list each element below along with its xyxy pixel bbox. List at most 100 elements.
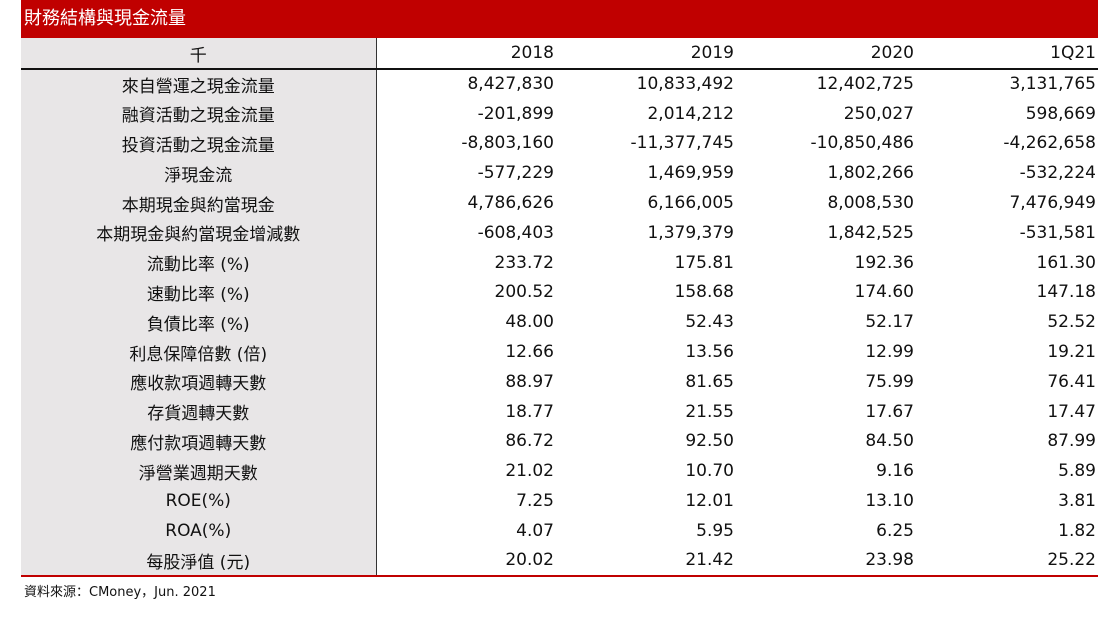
row-value: 192.36 xyxy=(854,252,914,273)
row-value: 21.55 xyxy=(685,401,734,422)
row-value: -531,581 xyxy=(1019,222,1096,243)
row-value: 5.89 xyxy=(1058,461,1096,482)
year-header-2018: 2018 xyxy=(376,38,556,70)
row-value: 21.02 xyxy=(505,461,554,482)
table-row: 本期現金與約當現金 4,786,626 6,166,005 8,008,530 7,47… xyxy=(21,188,1098,218)
table-row: 淨營業週期天數 21.02 10.70 9.16 5.89 xyxy=(21,456,1098,487)
row-value: 5.95 xyxy=(696,520,734,541)
row-value: 250,027 xyxy=(843,103,914,124)
unit-header: 千 xyxy=(21,38,377,70)
table-row: 利息保障倍數 (倍) 12.66 13.56 12.99 19.21 xyxy=(21,337,1098,367)
year-header-2020: 2020 xyxy=(736,38,916,70)
row-value: 25.22 xyxy=(916,545,1098,577)
table-row: 流動比率 (%) 233.72 175.81 192.36 161.30 xyxy=(21,247,1098,278)
row-label: 本期現金與約當現金 xyxy=(21,188,377,218)
row-value: 1,802,266 xyxy=(827,163,914,184)
row-value: -532,224 xyxy=(1019,163,1096,184)
row-value: 48.00 xyxy=(505,312,554,333)
row-value: 12.99 xyxy=(865,342,914,363)
row-value: 20.02 xyxy=(376,545,556,577)
row-label: 淨現金流 xyxy=(21,158,377,189)
row-value: 161.30 xyxy=(1036,252,1096,273)
row-value: -608,403 xyxy=(477,222,554,243)
table-row: 融資活動之現金流量 -201,899 2,014,212 250,027 598,669 xyxy=(21,98,1098,129)
row-label: 存貨週轉天數 xyxy=(21,396,377,427)
row-label: 應付款項週轉天數 xyxy=(21,426,377,457)
table-row: 負債比率 (%) 48.00 52.43 52.17 52.52 xyxy=(21,307,1098,338)
row-value: -577,229 xyxy=(477,163,554,184)
row-label: 本期現金與約當現金增減數 xyxy=(21,217,377,248)
source-note: 資料來源：CMoney，Jun. 2021 xyxy=(24,584,216,600)
row-value: 200.52 xyxy=(494,282,554,303)
row-value: 19.21 xyxy=(1047,342,1096,363)
table-row: 存貨週轉天數 18.77 21.55 17.67 17.47 xyxy=(21,396,1098,427)
row-value: 12.01 xyxy=(685,491,734,512)
row-value: 10.70 xyxy=(685,461,734,482)
row-value: 75.99 xyxy=(865,371,914,392)
table-title: 財務結構與現金流量 xyxy=(21,0,1098,38)
row-value: 76.41 xyxy=(1047,371,1096,392)
row-label: 淨營業週期天數 xyxy=(21,456,377,487)
financial-table: 千 2018 2019 2020 1Q21 來自營運之現金流量 8,427,830… xyxy=(21,38,1098,577)
row-label: 投資活動之現金流量 xyxy=(21,128,377,159)
table-row: 應收款項週轉天數 88.97 81.65 75.99 76.41 xyxy=(21,366,1098,397)
row-label: 負債比率 (%) xyxy=(21,307,377,338)
table-row: 投資活動之現金流量 -8,803,160 -11,377,745 -10,850,48… xyxy=(21,128,1098,159)
row-value: 13.10 xyxy=(865,491,914,512)
table-row: ROA(%) 4.07 5.95 6.25 1.82 xyxy=(21,515,1098,546)
row-value: 86.72 xyxy=(505,431,554,452)
row-label: 流動比率 (%) xyxy=(21,247,377,278)
row-value: 21.42 xyxy=(556,545,736,577)
row-value: 6,166,005 xyxy=(647,193,734,214)
row-value: 52.17 xyxy=(865,312,914,333)
row-value: 84.50 xyxy=(865,431,914,452)
row-value: 147.18 xyxy=(1036,282,1096,303)
row-value: 1.82 xyxy=(1058,520,1096,541)
row-value: 1,469,959 xyxy=(647,163,734,184)
row-label: 來自營運之現金流量 xyxy=(21,69,377,99)
row-value: -4,262,658 xyxy=(1003,133,1096,154)
row-value: 8,427,830 xyxy=(467,74,554,95)
row-value: 81.65 xyxy=(685,371,734,392)
row-value: 10,833,492 xyxy=(636,74,734,95)
row-value: 52.52 xyxy=(1047,312,1096,333)
row-value: 7,476,949 xyxy=(1009,193,1096,214)
row-value: 8,008,530 xyxy=(827,193,914,214)
row-value: 3,131,765 xyxy=(1009,74,1096,95)
row-label: 融資活動之現金流量 xyxy=(21,98,377,129)
row-value: 17.67 xyxy=(865,401,914,422)
table-row: 速動比率 (%) 200.52 158.68 174.60 147.18 xyxy=(21,277,1098,308)
table-row: 每股淨值 (元) 20.02 21.42 23.98 25.22 xyxy=(21,545,1098,577)
row-value: 6.25 xyxy=(876,520,914,541)
row-value: 17.47 xyxy=(1047,401,1096,422)
row-value: 9.16 xyxy=(876,461,914,482)
row-value: 174.60 xyxy=(854,282,914,303)
table-row: 本期現金與約當現金增減數 -608,403 1,379,379 1,842,525 -5… xyxy=(21,217,1098,248)
row-value: 1,379,379 xyxy=(647,222,734,243)
row-label: ROA(%) xyxy=(21,515,377,546)
row-value: 175.81 xyxy=(674,252,734,273)
table-row: 應付款項週轉天數 86.72 92.50 84.50 87.99 xyxy=(21,426,1098,457)
row-value: -201,899 xyxy=(477,103,554,124)
row-value: 23.98 xyxy=(736,545,916,577)
financial-table-panel: 財務結構與現金流量 千 2018 2019 2020 1Q21 來自營運之現金流… xyxy=(21,0,1098,600)
row-label: 利息保障倍數 (倍) xyxy=(21,337,377,367)
row-value: 1,842,525 xyxy=(827,222,914,243)
row-value: 4,786,626 xyxy=(467,193,554,214)
row-value: 92.50 xyxy=(685,431,734,452)
table-row: 淨現金流 -577,229 1,469,959 1,802,266 -532,224 xyxy=(21,158,1098,189)
row-value: 12.66 xyxy=(505,342,554,363)
row-value: -10,850,486 xyxy=(810,133,914,154)
row-value: 7.25 xyxy=(516,491,554,512)
row-value: -8,803,160 xyxy=(461,133,554,154)
year-header-2019: 2019 xyxy=(556,38,736,70)
year-header-1q21: 1Q21 xyxy=(916,38,1098,70)
row-value: 3.81 xyxy=(1058,491,1096,512)
row-value: 2,014,212 xyxy=(647,103,734,124)
row-value: 158.68 xyxy=(674,282,734,303)
table-row: ROE(%) 7.25 12.01 13.10 3.81 xyxy=(21,486,1098,516)
row-label: 速動比率 (%) xyxy=(21,277,377,308)
row-label: ROE(%) xyxy=(21,486,377,516)
table-row: 來自營運之現金流量 8,427,830 10,833,492 12,402,725 3,… xyxy=(21,69,1098,99)
row-value: 12,402,725 xyxy=(816,74,914,95)
